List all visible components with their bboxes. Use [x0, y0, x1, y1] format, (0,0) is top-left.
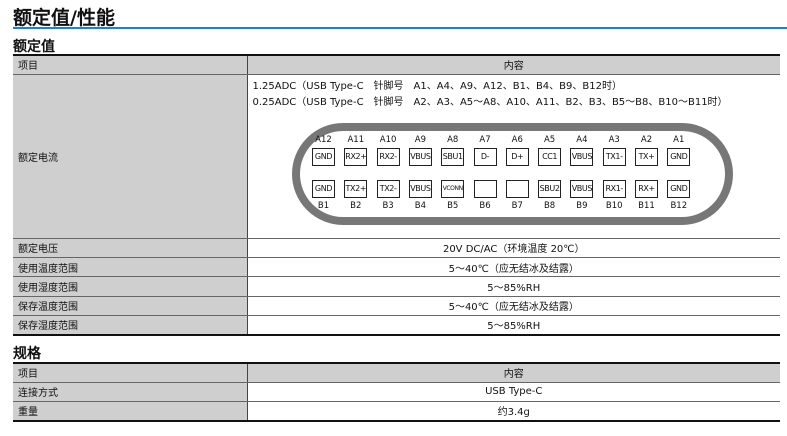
row-value: 5～85%RH	[247, 276, 780, 297]
pin-box: SBU2	[538, 179, 562, 198]
pin-box: D-	[473, 147, 497, 166]
table-row: 使用温度范围 5～40℃（应无结冰及结露）	[13, 257, 780, 278]
table-row: 保存温度范围 5～40℃（应无结冰及结露）	[13, 296, 780, 316]
pin-box: TX1-	[602, 147, 626, 166]
pin-box: GND	[312, 179, 335, 198]
pin-box: RX2-	[376, 147, 400, 166]
row-value: 20V DC/AC（环境温度 20℃）	[247, 238, 780, 259]
col-item: 项目	[13, 55, 248, 75]
pin-box: VBUS	[408, 147, 432, 166]
pin-box: VCONN	[441, 179, 465, 198]
page-title: 额定值/性能	[13, 7, 115, 29]
row-value: 约3.4g	[247, 401, 780, 422]
pin-label: B3	[382, 200, 394, 211]
table-row: 使用湿度范围 5～85%RH	[13, 276, 780, 297]
pin-label: A8	[447, 134, 459, 145]
row-value: 5～85%RH	[247, 315, 780, 336]
pin-box: GND	[667, 147, 691, 166]
table-row: 保存湿度范围 5～85%RH	[13, 315, 780, 336]
table-row: 额定电流 1.25ADC（USB Type-C 针脚号 A1、A4、A9、A12…	[13, 74, 780, 239]
pin-box: GND	[667, 179, 691, 198]
pin-label: A1	[673, 134, 685, 145]
pin-box: VBUS	[570, 147, 594, 166]
pin-box: TX2-	[376, 179, 400, 198]
pin-box: VBUS	[570, 179, 594, 198]
row-label: 连接方式	[13, 382, 248, 403]
row-label: 保存湿度范围	[13, 315, 248, 336]
current-line-1: 1.25ADC（USB Type-C 针脚号 A1、A4、A9、A12、B1、B…	[252, 80, 622, 92]
pin-box: RX1-	[602, 179, 626, 198]
pin-box: GND	[312, 147, 335, 166]
spec-heading: 规格	[13, 346, 41, 362]
row-label: 额定电流	[13, 74, 248, 239]
pin-box	[505, 179, 529, 198]
table-header: 项目 内容	[13, 55, 780, 75]
row-value: 5～40℃（应无结冰及结露）	[247, 257, 780, 278]
row-value: USB Type-C	[247, 382, 780, 403]
title-divider	[13, 27, 787, 29]
rated-table: 项目 内容 额定电流 1.25ADC（USB Type-C 针脚号 A1、A4、A…	[13, 54, 780, 336]
col-content: 内容	[247, 363, 780, 383]
usb-c-connector-outline	[291, 122, 733, 225]
pin-label: B6	[479, 200, 491, 211]
pin-label: B10	[605, 200, 623, 211]
table-row: 额定电压 20V DC/AC（环境温度 20℃）	[13, 238, 780, 259]
pin-label: B7	[511, 200, 523, 211]
pin-label: A5	[543, 134, 556, 145]
spec-table: 项目 内容 连接方式 USB Type-C 重量 约3.4g	[13, 362, 780, 422]
pin-label: A12	[315, 134, 332, 145]
current-line-2: 0.25ADC（USB Type-C 针脚号 A2、A3、A5～A8、A10、A…	[252, 96, 728, 108]
pin-label: A4	[576, 134, 588, 145]
table-row: 重量 约3.4g	[13, 401, 780, 422]
pin-label: B1	[317, 200, 330, 211]
pin-box: RX2+	[344, 147, 368, 166]
pin-label: B5	[447, 200, 459, 211]
pin-label: A6	[511, 134, 523, 145]
pin-label: A3	[608, 134, 620, 145]
row-label: 使用温度范围	[13, 257, 248, 278]
pin-box: D+	[505, 147, 529, 166]
row-label: 重量	[13, 401, 248, 422]
pin-label: A11	[347, 134, 365, 145]
pin-label: B4	[414, 200, 427, 211]
col-content: 内容	[247, 55, 780, 75]
pin-box: CC1	[538, 147, 562, 166]
table-header: 项目 内容	[13, 363, 780, 383]
col-item: 项目	[13, 363, 248, 383]
pin-label: A10	[379, 134, 397, 145]
pin-label: B2	[350, 200, 362, 211]
pin-box: SBU1	[441, 147, 465, 166]
pin-label: B8	[543, 200, 556, 211]
pin-box: TX+	[635, 147, 658, 166]
pin-box: VBUS	[408, 179, 432, 198]
row-label: 额定电压	[13, 238, 248, 259]
pin-label: A7	[479, 134, 491, 145]
row-value: 5～40℃（应无结冰及结露）	[247, 296, 780, 316]
row-label: 使用湿度范围	[13, 276, 248, 297]
pin-box	[473, 179, 497, 198]
table-row: 连接方式 USB Type-C	[13, 382, 780, 403]
current-cell: 1.25ADC（USB Type-C 针脚号 A1、A4、A9、A12、B1、B…	[247, 74, 780, 239]
row-label: 保存温度范围	[13, 296, 248, 316]
pin-label: B11	[638, 200, 655, 211]
pin-label: A2	[640, 134, 653, 145]
pin-label: B12	[670, 200, 688, 211]
pin-box: TX2+	[344, 179, 368, 198]
rated-heading: 额定值	[13, 39, 55, 55]
pin-label: B9	[576, 200, 588, 211]
pin-box: RX+	[635, 179, 658, 198]
pin-label: A9	[414, 134, 426, 145]
